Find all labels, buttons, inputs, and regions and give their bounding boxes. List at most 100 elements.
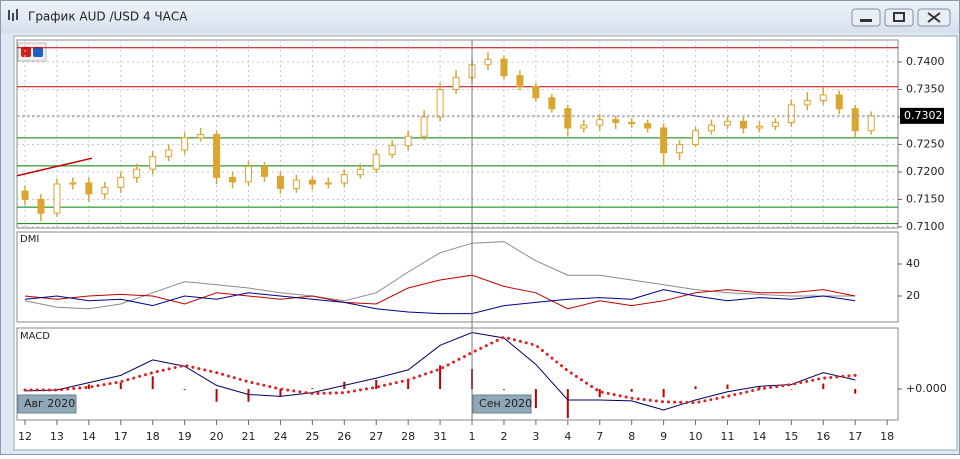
x-tick-label: 17 xyxy=(848,430,862,443)
histogram-bar xyxy=(758,386,761,390)
x-tick-label: 24 xyxy=(273,430,287,443)
histogram-bar xyxy=(598,389,601,398)
histogram-bar xyxy=(726,384,729,390)
histogram-bar xyxy=(119,382,122,390)
x-tick-label: 14 xyxy=(82,430,96,443)
minimize-button[interactable] xyxy=(851,8,881,27)
candle-body xyxy=(436,88,444,118)
period-marker-box xyxy=(17,394,77,414)
histogram-bar xyxy=(407,379,410,390)
indicator-line xyxy=(24,289,856,315)
x-tick-label: 20 xyxy=(210,430,224,443)
x-tick-label: 17 xyxy=(114,430,128,443)
candle-body xyxy=(245,165,253,183)
period-marker-label: Сен 2020 xyxy=(479,397,532,410)
histogram-bar xyxy=(790,389,793,390)
x-tick-label: 1 xyxy=(469,430,476,443)
candle-body xyxy=(580,124,588,129)
histogram-bar xyxy=(502,389,505,390)
candle-body xyxy=(692,130,700,145)
candle-body xyxy=(340,174,348,184)
candle-body xyxy=(612,119,620,123)
candle-body xyxy=(596,119,604,126)
title-bar xyxy=(1,1,959,33)
x-tick-label: 10 xyxy=(689,430,703,443)
candle-body xyxy=(532,86,540,99)
candle-body xyxy=(803,99,811,106)
candle-body xyxy=(771,121,779,127)
last-price-box xyxy=(900,107,944,124)
x-tick-label: 31 xyxy=(433,430,447,443)
x-tick-label: 28 xyxy=(401,430,415,443)
candle-body xyxy=(213,134,221,178)
macd-line xyxy=(24,332,856,411)
candle-body xyxy=(851,108,859,132)
candle-body xyxy=(516,75,524,88)
candle-body xyxy=(117,176,125,188)
histogram-bar xyxy=(854,389,857,394)
candle-body xyxy=(484,58,492,66)
close-button[interactable] xyxy=(917,8,951,27)
histogram-bar xyxy=(375,379,378,390)
histogram-bar xyxy=(87,384,90,390)
x-tick-label: 21 xyxy=(242,430,256,443)
candle-body xyxy=(356,168,364,176)
candle-body xyxy=(708,124,716,132)
x-tick-label: 15 xyxy=(784,430,798,443)
indicator-line xyxy=(24,274,856,310)
window-title: График AUD /USD 4 ЧАСА xyxy=(28,10,188,24)
candle-body xyxy=(548,97,556,110)
x-tick-label: 9 xyxy=(660,430,667,443)
histogram-bar xyxy=(215,389,218,402)
candle-body xyxy=(53,183,61,214)
candle-body xyxy=(676,143,684,154)
app-icon xyxy=(8,9,18,21)
macd-panel xyxy=(16,327,899,421)
x-tick-label: 13 xyxy=(50,430,64,443)
candle-body xyxy=(755,125,763,129)
candle-body xyxy=(420,116,428,137)
y-tick-label: 0.7150 xyxy=(906,192,945,205)
candle-body xyxy=(133,168,141,178)
candle-body xyxy=(324,182,332,185)
x-tick-label: 3 xyxy=(532,430,539,443)
x-tick-label: 27 xyxy=(369,430,383,443)
x-tick-label: 18 xyxy=(880,430,894,443)
x-tick-label: 2 xyxy=(500,430,507,443)
candle-body xyxy=(197,134,205,139)
panel-icon xyxy=(17,42,47,62)
y-tick-label: 0.7200 xyxy=(906,165,945,178)
x-tick-label: 11 xyxy=(720,430,734,443)
histogram-bar xyxy=(694,386,697,390)
candle-body xyxy=(101,186,109,195)
histogram-bar xyxy=(151,376,154,390)
candle-body xyxy=(276,175,284,189)
candle-body xyxy=(229,176,237,183)
x-tick-label: 25 xyxy=(305,430,319,443)
maximize-button[interactable] xyxy=(884,8,914,27)
histogram-bar xyxy=(630,389,633,392)
price-panel xyxy=(16,39,899,229)
candle-body xyxy=(819,94,827,101)
histogram-bar xyxy=(566,389,569,419)
candle-body xyxy=(292,179,300,189)
candle-body xyxy=(787,104,795,123)
x-tick-label: 16 xyxy=(816,430,830,443)
candle-body xyxy=(308,179,316,185)
indicator-line xyxy=(24,241,856,310)
period-marker-label: Авг 2020 xyxy=(24,397,75,410)
x-tick-label: 12 xyxy=(18,430,32,443)
y-tick-label: 0.7100 xyxy=(906,220,945,233)
candle-body xyxy=(867,115,875,132)
candle-body xyxy=(388,145,396,155)
candle-body xyxy=(165,149,173,158)
histogram-bar xyxy=(662,389,665,398)
histogram-bar xyxy=(439,365,442,390)
dmi-panel xyxy=(16,231,899,323)
candle-body xyxy=(723,120,731,126)
candle-body xyxy=(21,190,29,200)
dmi-title: DMI xyxy=(20,234,39,245)
candle-body xyxy=(452,76,460,90)
histogram-bar xyxy=(311,388,314,390)
